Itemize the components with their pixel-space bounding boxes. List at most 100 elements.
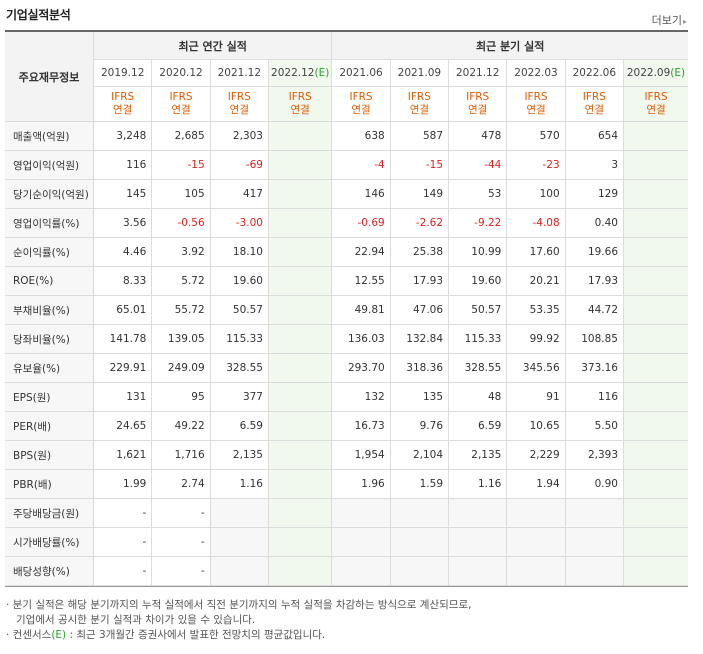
- annual-period-2: 2021.12: [210, 59, 269, 87]
- table-cell: 24.65: [93, 411, 153, 441]
- table-cell: 1.94: [506, 469, 566, 499]
- period-label: 2021.06: [339, 67, 383, 79]
- table-cell: 129: [565, 179, 625, 209]
- table-cell: -44: [448, 150, 508, 180]
- table-cell: [623, 121, 688, 151]
- table-cell: [390, 556, 450, 586]
- table-row: 영업이익률(%) 3.56 -0.56 -3.00 -0.69 -2.62 -9.22 -4.…: [5, 208, 688, 238]
- table-cell: -0.56: [151, 208, 211, 238]
- table-cell: -0.69: [331, 208, 391, 238]
- table-cell: [210, 556, 269, 586]
- quarterly-basis-5: IFRS 연결: [623, 86, 688, 122]
- header-label: 주요재무정보: [5, 32, 94, 122]
- basis-standard: IFRS: [644, 91, 668, 103]
- row-label: 배당성향(%): [5, 556, 94, 586]
- table-cell: 132.84: [390, 324, 450, 354]
- table-cell: 95: [151, 382, 211, 412]
- financial-table: 주요재무정보 최근 연간 실적 최근 분기 실적 2019.12 2020.12 2…: [5, 32, 688, 586]
- table-cell: 570: [506, 121, 566, 151]
- table-cell: [623, 527, 688, 557]
- quarterly-period-0: 2021.06: [331, 59, 391, 87]
- table-cell: [210, 498, 269, 528]
- table-cell: 1,621: [93, 440, 153, 470]
- table-row: PER(배) 24.65 49.22 6.59 16.73 9.76 6.59 10.65 5.…: [5, 411, 688, 441]
- table-cell: 417: [210, 179, 269, 209]
- note-2-prefix: · 컨센서스: [6, 629, 52, 641]
- basis-standard: IFRS: [466, 91, 490, 103]
- annual-period-1: 2020.12: [151, 59, 211, 87]
- table-row: ROE(%) 8.33 5.72 19.60 12.55 17.93 19.60 20.21 1…: [5, 266, 688, 296]
- table-body: 매출액(억원) 3,248 2,685 2,303 638 587 478 570 654 영업이…: [5, 121, 688, 586]
- table-cell: [268, 498, 333, 528]
- row-label: 부채비율(%): [5, 295, 94, 325]
- table-cell: 5.50: [565, 411, 625, 441]
- table-cell: 49.81: [331, 295, 391, 325]
- table-cell: 1.16: [210, 469, 269, 499]
- table-cell: 136.03: [331, 324, 391, 354]
- table-cell: [268, 324, 333, 354]
- basis-scope: 연결: [171, 104, 191, 116]
- table-cell: [268, 150, 333, 180]
- table-cell: 22.94: [331, 237, 391, 267]
- table-cell: 9.76: [390, 411, 450, 441]
- table-cell: 16.73: [331, 411, 391, 441]
- table-cell: [268, 440, 333, 470]
- basis-standard: IFRS: [349, 91, 373, 103]
- table-top-border: [5, 30, 688, 32]
- quarterly-period-5: 2022.09(E): [623, 59, 688, 87]
- table-cell: 50.57: [210, 295, 269, 325]
- table-cell: [623, 150, 688, 180]
- table-cell: 293.70: [331, 353, 391, 383]
- table-cell: [390, 498, 450, 528]
- table-cell: -15: [390, 150, 450, 180]
- table-cell: 1.96: [331, 469, 391, 499]
- table-cell: [623, 295, 688, 325]
- annual-basis-3: IFRS 연결: [268, 86, 333, 122]
- table-row: 시가배당률(%) - -: [5, 527, 688, 557]
- table-cell: -23: [506, 150, 566, 180]
- note-1-line-1: · 분기 실적은 해당 분기까지의 누적 실적에서 직전 분기까지의 누적 실적…: [6, 599, 472, 611]
- table-cell: 6.59: [448, 411, 508, 441]
- table-cell: 345.56: [506, 353, 566, 383]
- table-row: 순이익률(%) 4.46 3.92 18.10 22.94 25.38 10.99 17.60…: [5, 237, 688, 267]
- table-row: BPS(원) 1,621 1,716 2,135 1,954 2,104 2,135 2,22…: [5, 440, 688, 470]
- table-row: PBR(배) 1.99 2.74 1.16 1.96 1.59 1.16 1.94 0.90: [5, 469, 688, 499]
- table-cell: 2,393: [565, 440, 625, 470]
- basis-scope: 연결: [351, 104, 371, 116]
- table-cell: [268, 469, 333, 499]
- table-cell: 65.01: [93, 295, 153, 325]
- table-cell: 3,248: [93, 121, 153, 151]
- estimate-mark: (E): [314, 67, 330, 79]
- table-cell: [623, 237, 688, 267]
- table-cell: [623, 382, 688, 412]
- table-cell: [448, 527, 508, 557]
- table-cell: 373.16: [565, 353, 625, 383]
- quarterly-period-1: 2021.09: [390, 59, 450, 87]
- table-cell: [268, 353, 333, 383]
- table-cell: 2,104: [390, 440, 450, 470]
- table-cell: 48: [448, 382, 508, 412]
- table-cell: -4.08: [506, 208, 566, 238]
- table-cell: 229.91: [93, 353, 153, 383]
- table-cell: 4.46: [93, 237, 153, 267]
- table-cell: 100: [506, 179, 566, 209]
- quarterly-basis-4: IFRS 연결: [565, 86, 625, 122]
- table-cell: 5.72: [151, 266, 211, 296]
- table-cell: [210, 527, 269, 557]
- table-cell: 2,135: [210, 440, 269, 470]
- period-label: 2020.12: [159, 67, 203, 79]
- basis-standard: IFRS: [288, 91, 312, 103]
- quarterly-period-2: 2021.12: [448, 59, 508, 87]
- row-label: 영업이익(억원): [5, 150, 94, 180]
- more-link[interactable]: 더보기▸: [652, 12, 687, 28]
- table-cell: -4: [331, 150, 391, 180]
- table-cell: 2,135: [448, 440, 508, 470]
- table-cell: -3.00: [210, 208, 269, 238]
- table-cell: 2,685: [151, 121, 211, 151]
- table-row: 매출액(억원) 3,248 2,685 2,303 638 587 478 570 654: [5, 121, 688, 151]
- table-cell: -2.62: [390, 208, 450, 238]
- table-cell: -: [93, 556, 153, 586]
- table-cell: 53: [448, 179, 508, 209]
- basis-scope: 연결: [409, 104, 430, 116]
- table-row: 배당성향(%) - -: [5, 556, 688, 586]
